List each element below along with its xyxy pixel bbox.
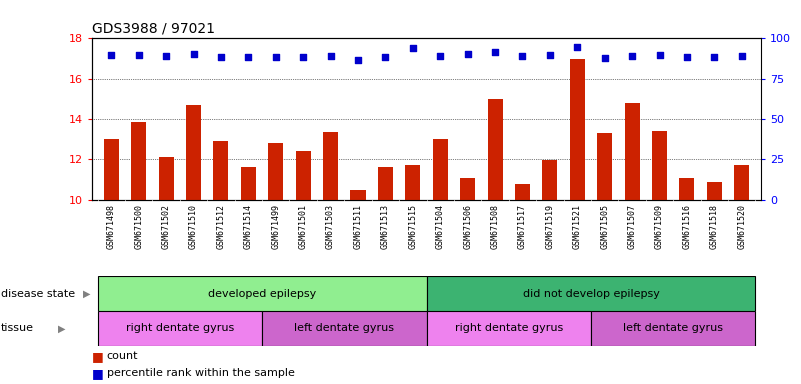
Point bbox=[598, 55, 611, 61]
Text: GSM671511: GSM671511 bbox=[353, 204, 363, 248]
Text: GSM671520: GSM671520 bbox=[737, 204, 747, 248]
Point bbox=[159, 53, 172, 59]
Point bbox=[434, 53, 447, 59]
Point bbox=[653, 51, 666, 58]
Text: ■: ■ bbox=[92, 367, 104, 380]
Text: right dentate gyrus: right dentate gyrus bbox=[455, 323, 563, 333]
Bar bbox=[652, 131, 667, 200]
Text: ▶: ▶ bbox=[83, 289, 91, 299]
Point bbox=[187, 50, 200, 56]
Point bbox=[543, 51, 556, 58]
Bar bbox=[460, 177, 475, 200]
Point bbox=[489, 48, 501, 55]
Point bbox=[105, 51, 118, 58]
Point bbox=[324, 53, 337, 59]
Bar bbox=[213, 141, 228, 200]
Text: GSM671515: GSM671515 bbox=[409, 204, 417, 248]
Bar bbox=[735, 166, 749, 200]
Text: GSM671517: GSM671517 bbox=[518, 204, 527, 248]
Text: GDS3988 / 97021: GDS3988 / 97021 bbox=[92, 22, 215, 36]
Text: GSM671498: GSM671498 bbox=[107, 204, 116, 248]
Point bbox=[626, 53, 638, 59]
Text: GSM671502: GSM671502 bbox=[162, 204, 171, 248]
Bar bbox=[515, 184, 530, 200]
Bar bbox=[405, 166, 421, 200]
Text: developed epilepsy: developed epilepsy bbox=[208, 289, 316, 299]
Bar bbox=[98, 311, 262, 346]
Text: GSM671499: GSM671499 bbox=[272, 204, 280, 248]
Point bbox=[297, 53, 310, 60]
Point bbox=[379, 53, 392, 60]
Text: GSM671506: GSM671506 bbox=[463, 204, 472, 248]
Point bbox=[269, 53, 282, 60]
Text: disease state: disease state bbox=[1, 289, 75, 299]
Text: tissue: tissue bbox=[1, 323, 34, 333]
Text: GSM671504: GSM671504 bbox=[436, 204, 445, 248]
Point bbox=[242, 53, 255, 60]
Bar bbox=[433, 139, 448, 200]
Text: GSM671500: GSM671500 bbox=[135, 204, 143, 248]
Text: GSM671501: GSM671501 bbox=[299, 204, 308, 248]
Bar bbox=[351, 190, 365, 200]
Point bbox=[571, 45, 584, 51]
Text: GSM671518: GSM671518 bbox=[710, 204, 718, 248]
Text: GSM671512: GSM671512 bbox=[216, 204, 225, 248]
Bar bbox=[542, 161, 557, 200]
Bar bbox=[98, 276, 427, 311]
Point bbox=[352, 56, 364, 63]
Bar bbox=[186, 104, 201, 200]
Text: ■: ■ bbox=[92, 350, 104, 363]
Point bbox=[215, 53, 227, 60]
Bar bbox=[570, 58, 585, 200]
Text: left dentate gyrus: left dentate gyrus bbox=[623, 323, 723, 333]
Bar bbox=[262, 311, 427, 346]
Bar bbox=[598, 133, 612, 200]
Point bbox=[735, 53, 748, 59]
Bar bbox=[241, 167, 256, 200]
Point bbox=[461, 50, 474, 56]
Bar bbox=[296, 151, 311, 200]
Text: GSM671505: GSM671505 bbox=[600, 204, 610, 248]
Point bbox=[132, 51, 145, 58]
Text: GSM671509: GSM671509 bbox=[655, 204, 664, 248]
Point bbox=[681, 53, 694, 60]
Bar bbox=[591, 311, 755, 346]
Bar bbox=[488, 99, 502, 200]
Bar bbox=[427, 276, 755, 311]
Text: GSM671519: GSM671519 bbox=[545, 204, 554, 248]
Bar bbox=[159, 157, 174, 200]
Text: GSM671508: GSM671508 bbox=[490, 204, 500, 248]
Text: GSM671503: GSM671503 bbox=[326, 204, 335, 248]
Text: percentile rank within the sample: percentile rank within the sample bbox=[107, 368, 295, 378]
Bar bbox=[427, 311, 591, 346]
Bar bbox=[625, 103, 640, 200]
Point bbox=[708, 53, 721, 60]
Point bbox=[406, 45, 419, 51]
Bar bbox=[131, 122, 147, 200]
Text: GSM671513: GSM671513 bbox=[381, 204, 390, 248]
Bar bbox=[268, 143, 284, 200]
Text: count: count bbox=[107, 351, 138, 361]
Bar bbox=[706, 182, 722, 200]
Text: GSM671507: GSM671507 bbox=[628, 204, 637, 248]
Text: ▶: ▶ bbox=[58, 323, 65, 333]
Text: GSM671514: GSM671514 bbox=[244, 204, 253, 248]
Text: GSM671521: GSM671521 bbox=[573, 204, 582, 248]
Bar bbox=[378, 167, 393, 200]
Text: GSM671510: GSM671510 bbox=[189, 204, 198, 248]
Bar bbox=[679, 177, 694, 200]
Text: right dentate gyrus: right dentate gyrus bbox=[126, 323, 234, 333]
Text: GSM671516: GSM671516 bbox=[682, 204, 691, 248]
Text: left dentate gyrus: left dentate gyrus bbox=[294, 323, 394, 333]
Bar bbox=[104, 139, 119, 200]
Point bbox=[516, 53, 529, 59]
Text: did not develop epilepsy: did not develop epilepsy bbox=[522, 289, 659, 299]
Bar bbox=[323, 132, 338, 200]
